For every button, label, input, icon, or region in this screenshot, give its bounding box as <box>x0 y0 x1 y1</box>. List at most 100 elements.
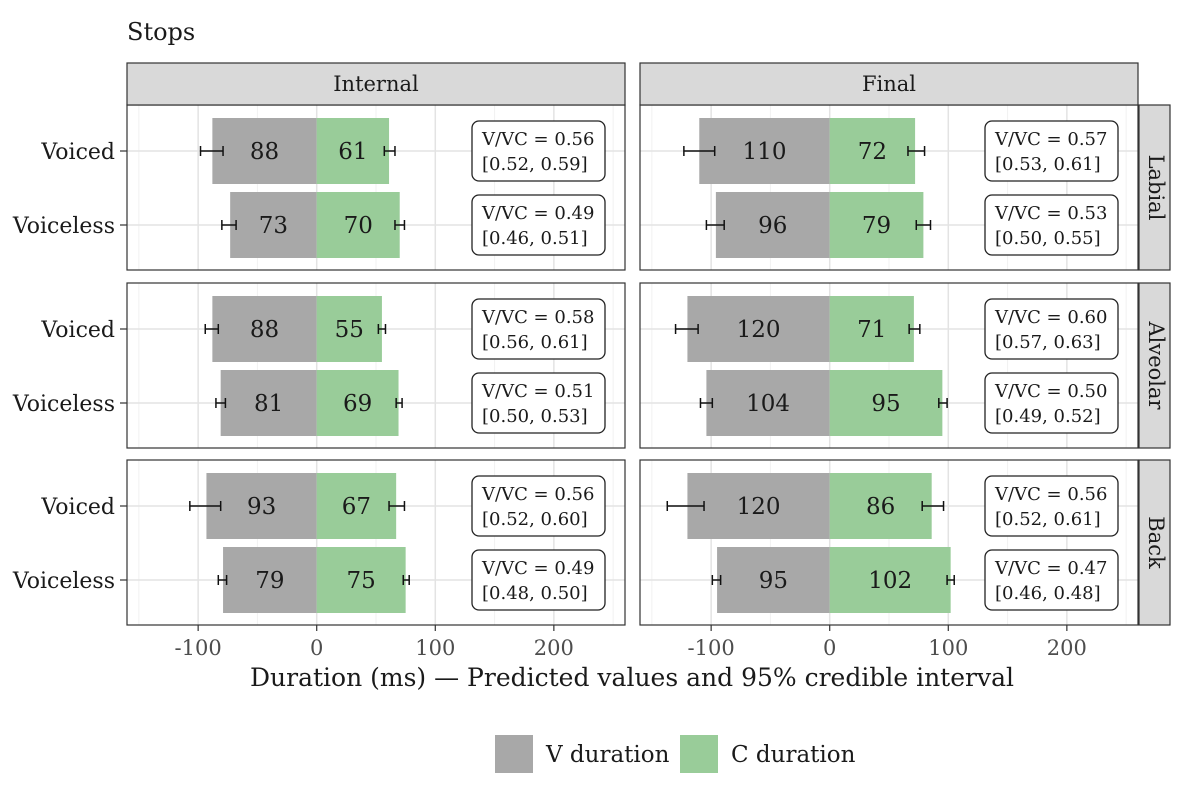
ratio-box <box>471 475 606 537</box>
ratio-label: V/VC = 0.49 <box>481 558 594 579</box>
c-duration-bar <box>316 547 406 613</box>
ratio-box <box>471 372 606 434</box>
c-duration-bar <box>829 118 916 184</box>
v-duration-bar <box>715 192 830 258</box>
x-tick-label: 0 <box>823 636 836 660</box>
v-duration-bar <box>223 547 317 613</box>
ratio-label: V/VC = 0.56 <box>481 484 594 505</box>
x-tick-label: -100 <box>175 636 222 660</box>
panel-border <box>639 282 1139 449</box>
ratio-ci-label: [0.52, 0.60] <box>482 509 588 530</box>
ratio-label: V/VC = 0.60 <box>994 307 1107 328</box>
ratio-label: V/VC = 0.53 <box>994 203 1107 224</box>
ratio-box <box>984 549 1119 611</box>
ratio-label: V/VC = 0.47 <box>994 558 1107 579</box>
panel-border <box>126 282 626 449</box>
row-strip-label: Labial <box>1144 155 1168 221</box>
y-tick-label: Voiced <box>40 495 115 520</box>
facet-strips: Internal Final Labial Alveolar Back <box>126 62 1171 626</box>
facet-panel: 120 86 V/VC = 0.56 [0.52, 0.61] 95 102 V/VC = … <box>639 459 1139 626</box>
v-duration-bar <box>206 473 317 539</box>
x-tick-label: -100 <box>688 636 735 660</box>
panel-border <box>126 459 626 626</box>
c-duration-bar <box>829 473 932 539</box>
v-duration-bar <box>706 370 830 436</box>
ratio-ci-label: [0.50, 0.53] <box>482 406 588 427</box>
column-strip <box>639 62 1139 106</box>
ratio-box <box>984 298 1119 360</box>
c-duration-bar <box>316 192 400 258</box>
c-duration-bar <box>316 370 399 436</box>
legend-label: C duration <box>731 742 856 768</box>
ratio-label: V/VC = 0.51 <box>481 381 594 402</box>
v-value-label: 73 <box>259 213 288 239</box>
v-value-label: 81 <box>254 391 283 417</box>
row-strip-label: Alveolar <box>1144 320 1168 410</box>
ratio-box <box>471 194 606 256</box>
c-duration-bar <box>316 473 397 539</box>
ratio-box <box>984 194 1119 256</box>
v-value-label: 88 <box>250 317 279 343</box>
ratio-label: V/VC = 0.50 <box>994 381 1107 402</box>
c-duration-bar <box>316 296 382 362</box>
ratio-box <box>471 120 606 182</box>
ratio-box <box>984 372 1119 434</box>
v-value-label: 79 <box>255 568 284 594</box>
x-tick-label: 0 <box>310 636 323 660</box>
row-strip-label: Back <box>1144 516 1168 569</box>
v-duration-bar <box>212 118 317 184</box>
ratio-label: V/VC = 0.49 <box>481 203 594 224</box>
x-tick-label: 200 <box>1047 636 1087 660</box>
v-duration-bar <box>717 547 830 613</box>
chart-title: Stops <box>127 18 195 46</box>
c-value-label: 55 <box>335 317 364 343</box>
v-duration-bar <box>212 296 317 362</box>
v-duration-bar <box>230 192 317 258</box>
x-tick-label: 200 <box>534 636 574 660</box>
c-value-label: 72 <box>858 139 887 165</box>
facet-panel: 120 71 V/VC = 0.60 [0.57, 0.63] 104 95 V/VC = … <box>639 282 1139 449</box>
legend-label: V duration <box>545 742 670 768</box>
v-value-label: 120 <box>737 317 781 343</box>
y-tick-label: Voiced <box>40 318 115 343</box>
c-value-label: 71 <box>857 317 886 343</box>
c-value-label: 61 <box>338 139 367 165</box>
panel-border <box>639 459 1139 626</box>
ratio-ci-label: [0.52, 0.61] <box>995 509 1101 530</box>
c-duration-bar <box>829 192 924 258</box>
ratio-box <box>471 549 606 611</box>
x-axis-title: Duration (ms) — Predicted values and 95%… <box>250 663 1014 692</box>
c-value-label: 70 <box>344 213 373 239</box>
legend-swatch <box>680 735 718 773</box>
y-tick-label: Voiced <box>40 140 115 165</box>
c-duration-bar <box>829 370 943 436</box>
ratio-ci-label: [0.50, 0.55] <box>995 228 1101 249</box>
v-value-label: 93 <box>247 494 276 520</box>
facet-panel: 88 55 V/VC = 0.58 [0.56, 0.61] 81 69 V/VC = 0.… <box>126 282 626 449</box>
row-strip <box>1138 104 1171 271</box>
x-axes: -100 0 100 200 -100 0 100 200 <box>175 625 1087 660</box>
ratio-label: V/VC = 0.56 <box>481 129 594 150</box>
c-value-label: 67 <box>342 494 371 520</box>
c-duration-bar <box>829 296 914 362</box>
column-strip-label: Internal <box>333 72 419 96</box>
v-duration-bar <box>699 118 830 184</box>
v-duration-bar <box>687 473 830 539</box>
ratio-label: V/VC = 0.58 <box>481 307 594 328</box>
c-value-label: 95 <box>871 391 900 417</box>
ratio-ci-label: [0.49, 0.52] <box>995 406 1101 427</box>
ratio-box <box>984 475 1119 537</box>
c-duration-bar <box>829 547 951 613</box>
facet-panel: 110 72 V/VC = 0.57 [0.53, 0.61] 96 79 V/VC = 0… <box>639 104 1139 271</box>
v-value-label: 96 <box>758 213 787 239</box>
ratio-ci-label: [0.52, 0.59] <box>482 154 588 175</box>
y-axis-labels: Voiced Voiceless Voiced Voiceless Voiced Voic… <box>12 140 127 594</box>
ratio-label: V/VC = 0.56 <box>994 484 1107 505</box>
c-value-label: 79 <box>862 213 891 239</box>
facet-panel: 93 67 V/VC = 0.56 [0.52, 0.60] 79 75 V/VC = 0.… <box>126 459 626 626</box>
v-value-label: 95 <box>759 568 788 594</box>
c-value-label: 102 <box>868 568 912 594</box>
v-value-label: 88 <box>250 139 279 165</box>
x-tick-label: 100 <box>415 636 455 660</box>
